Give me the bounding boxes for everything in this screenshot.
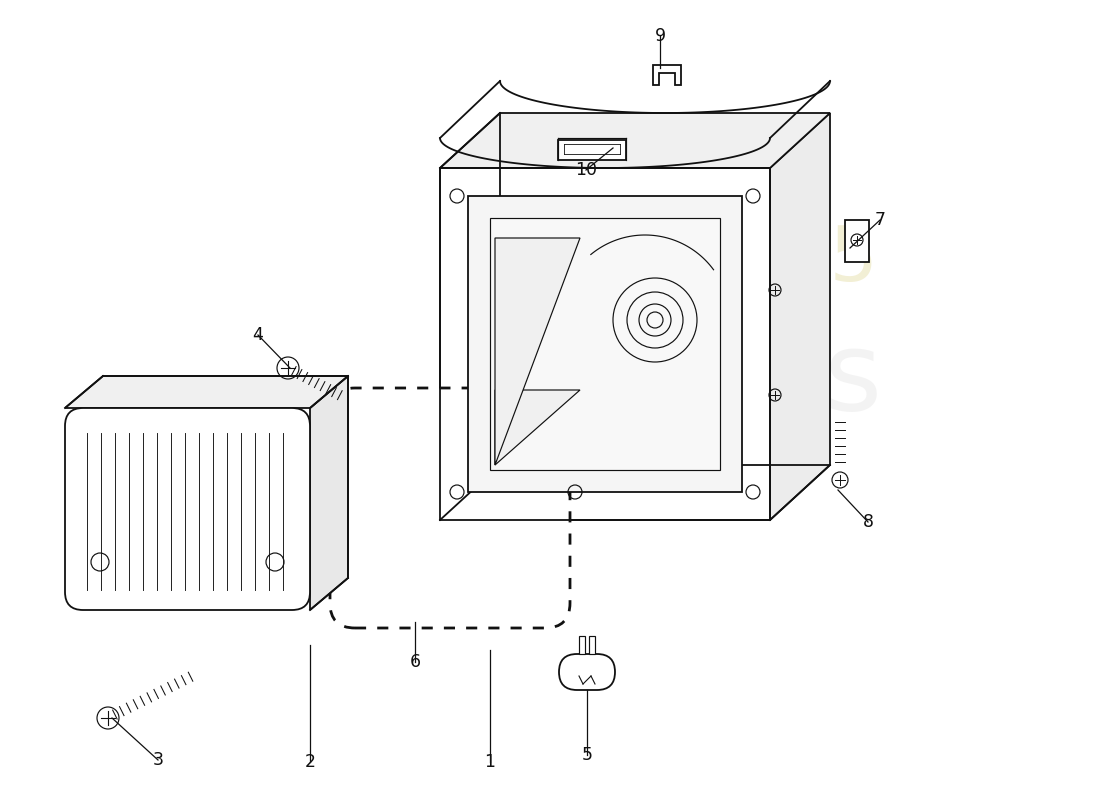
Polygon shape	[653, 65, 681, 85]
Polygon shape	[440, 113, 830, 168]
Polygon shape	[770, 113, 830, 520]
Text: 6: 6	[409, 653, 420, 671]
FancyBboxPatch shape	[330, 388, 570, 628]
Text: 95: 95	[781, 223, 879, 297]
Polygon shape	[310, 376, 348, 610]
Text: es: es	[757, 326, 883, 434]
Polygon shape	[495, 390, 580, 465]
Text: 9: 9	[654, 27, 666, 45]
Polygon shape	[490, 218, 720, 470]
Text: 2: 2	[305, 753, 316, 771]
Text: 5: 5	[582, 746, 593, 764]
Bar	[579, 636, 585, 654]
Polygon shape	[65, 376, 348, 408]
Polygon shape	[495, 238, 580, 465]
Bar	[588, 636, 595, 654]
FancyBboxPatch shape	[559, 654, 615, 690]
Polygon shape	[468, 196, 742, 492]
Bar	[558, 140, 626, 160]
Text: 3: 3	[153, 751, 164, 769]
Text: 4: 4	[253, 326, 263, 344]
Text: a pa: a pa	[364, 470, 496, 530]
Polygon shape	[440, 168, 770, 520]
Text: 7: 7	[874, 211, 886, 229]
FancyBboxPatch shape	[65, 408, 310, 610]
Text: 1: 1	[484, 753, 495, 771]
Text: 10: 10	[575, 161, 597, 179]
Text: 8: 8	[862, 513, 873, 531]
Bar	[845, 220, 869, 262]
